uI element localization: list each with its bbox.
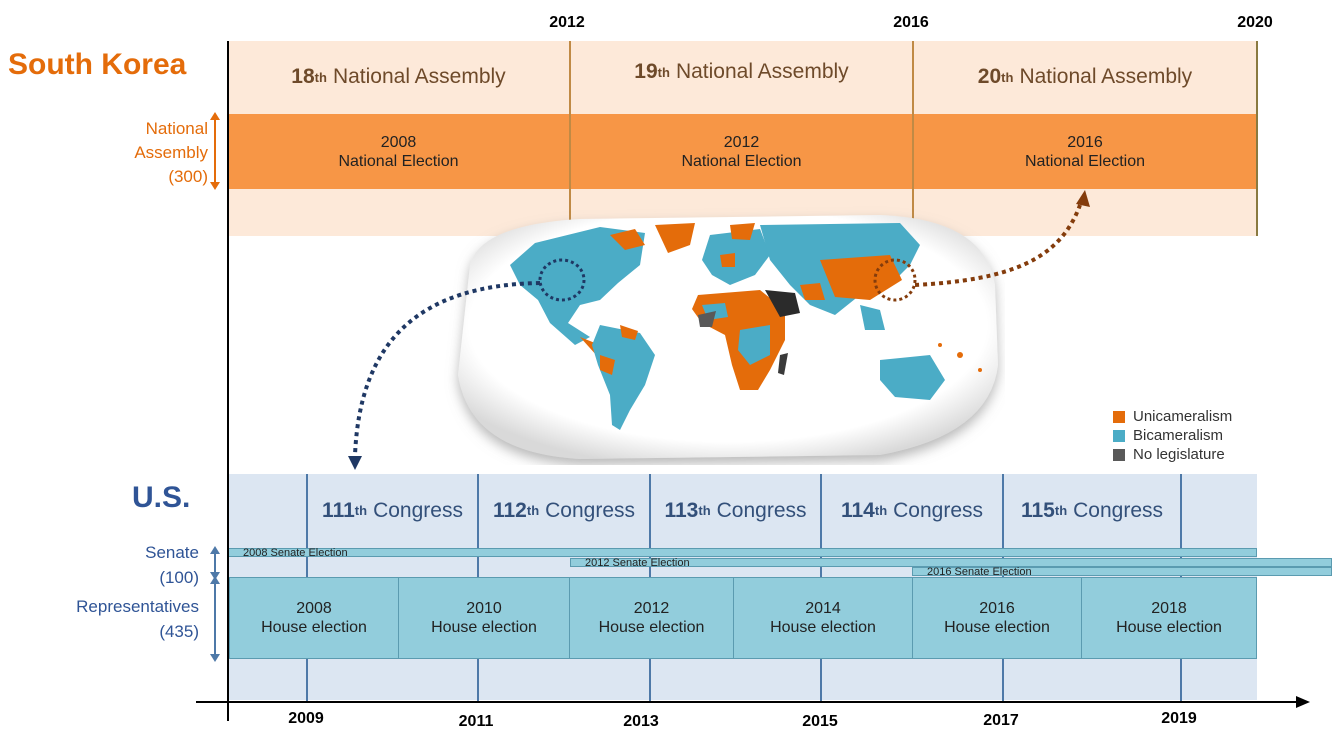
senate-range-arrow — [210, 546, 220, 580]
assembly-20-sup: th — [1001, 69, 1014, 85]
congress-114-num: 114 — [840, 498, 875, 522]
congress-111-num: 111 — [322, 498, 355, 522]
house-election-2016: 2016 House election — [912, 577, 1082, 659]
congress-114-text: Congress — [893, 498, 984, 522]
europe — [702, 229, 770, 285]
korea-connector-arrow — [914, 204, 1082, 287]
senate-election-2008: 2008 Senate Election — [228, 548, 1257, 559]
year-2017: 2017 — [983, 712, 1019, 729]
year-2020-top: 2020 — [1237, 14, 1273, 31]
congress-112-sup: th — [526, 503, 540, 518]
year-2019: 2019 — [1161, 710, 1197, 727]
legend-swatch-no-legislature — [1113, 448, 1125, 461]
congress-114-sup: th — [874, 503, 888, 518]
legend-unicameralism: Unicameralism — [1113, 408, 1232, 425]
divider-2016 — [912, 41, 914, 221]
legend-label-no-legislature: No legislature — [1133, 446, 1225, 463]
house-election-2008: 2008 House election — [229, 577, 399, 659]
congress-113-sup: th — [698, 503, 711, 518]
house-election-2012: 2012 House election — [569, 577, 734, 659]
house-range-arrow — [210, 576, 220, 662]
south-america — [592, 325, 655, 430]
congress-112-text: Congress — [545, 498, 636, 522]
assembly-18-text: National Assembly — [332, 65, 506, 88]
north-america — [510, 227, 645, 345]
korea-election-band — [228, 114, 1257, 189]
legend-label-bicameralism: Bicameralism — [1133, 427, 1224, 444]
australia — [880, 355, 945, 400]
national-assembly-range-arrow — [210, 112, 220, 190]
assembly-20-text: National Assembly — [1019, 65, 1193, 88]
senate-side-label: Senate (100) — [145, 543, 199, 587]
year-2012-top: 2012 — [549, 14, 585, 31]
year-2016-top: 2016 — [893, 14, 929, 31]
us-highlight-circle — [538, 258, 586, 302]
assembly-19-text: National Assembly — [675, 60, 849, 83]
assembly-19-num: 19 — [634, 60, 658, 83]
house-election-2014: 2014 House election — [733, 577, 913, 659]
year-2013: 2013 — [623, 713, 659, 730]
house-election-2018: 2018 House election — [1081, 577, 1257, 659]
legend-bicameralism: Bicameralism — [1113, 427, 1223, 444]
korea-election-2012: 2012 National Election — [681, 133, 802, 170]
korea-election-2008: 2008 National Election — [338, 133, 459, 170]
year-2009: 2009 — [288, 710, 324, 727]
vertical-axis — [227, 41, 229, 721]
congress-113-text: Congress — [716, 498, 807, 522]
house-election-2010: 2010 House election — [398, 577, 570, 659]
us-connector-arrow — [353, 281, 541, 456]
time-axis-arrow — [196, 696, 1310, 708]
national-assembly-side-label: National Assembly (300) — [134, 119, 208, 186]
congress-115-sup: th — [1054, 503, 1068, 518]
world-map — [458, 215, 998, 459]
legend-no-legislature: No legislature — [1113, 446, 1225, 463]
senate-election-2016: 2016 Senate Election — [912, 567, 1332, 578]
korea-title: South Korea — [8, 48, 187, 81]
congress-111-text: Congress — [373, 498, 463, 522]
congress-115-text: Congress — [1073, 498, 1164, 522]
korea-highlight-circle — [873, 258, 917, 302]
divider-2020 — [1256, 41, 1258, 236]
legend-swatch-bicameralism — [1113, 429, 1125, 442]
assembly-19-sup: th — [657, 64, 670, 80]
korea-election-2016: 2016 National Election — [1024, 133, 1146, 170]
assembly-20-num: 20 — [977, 65, 1002, 88]
assembly-18-num: 18 — [291, 65, 315, 88]
year-2011: 2011 — [458, 713, 494, 730]
us-title: U.S. — [132, 481, 191, 514]
legend-swatch-unicameralism — [1113, 410, 1125, 423]
divider-2012 — [569, 41, 571, 221]
congress-111-sup: th — [354, 503, 368, 518]
congress-112-num: 112 — [492, 498, 527, 522]
assembly-18-sup: th — [314, 69, 327, 85]
year-2015: 2015 — [802, 713, 838, 730]
house-side-label: Representatives (435) — [76, 597, 199, 641]
congress-115-num: 115 — [1020, 498, 1055, 522]
congress-113-num: 113 — [664, 498, 699, 522]
legend-label-unicameralism: Unicameralism — [1133, 408, 1233, 425]
